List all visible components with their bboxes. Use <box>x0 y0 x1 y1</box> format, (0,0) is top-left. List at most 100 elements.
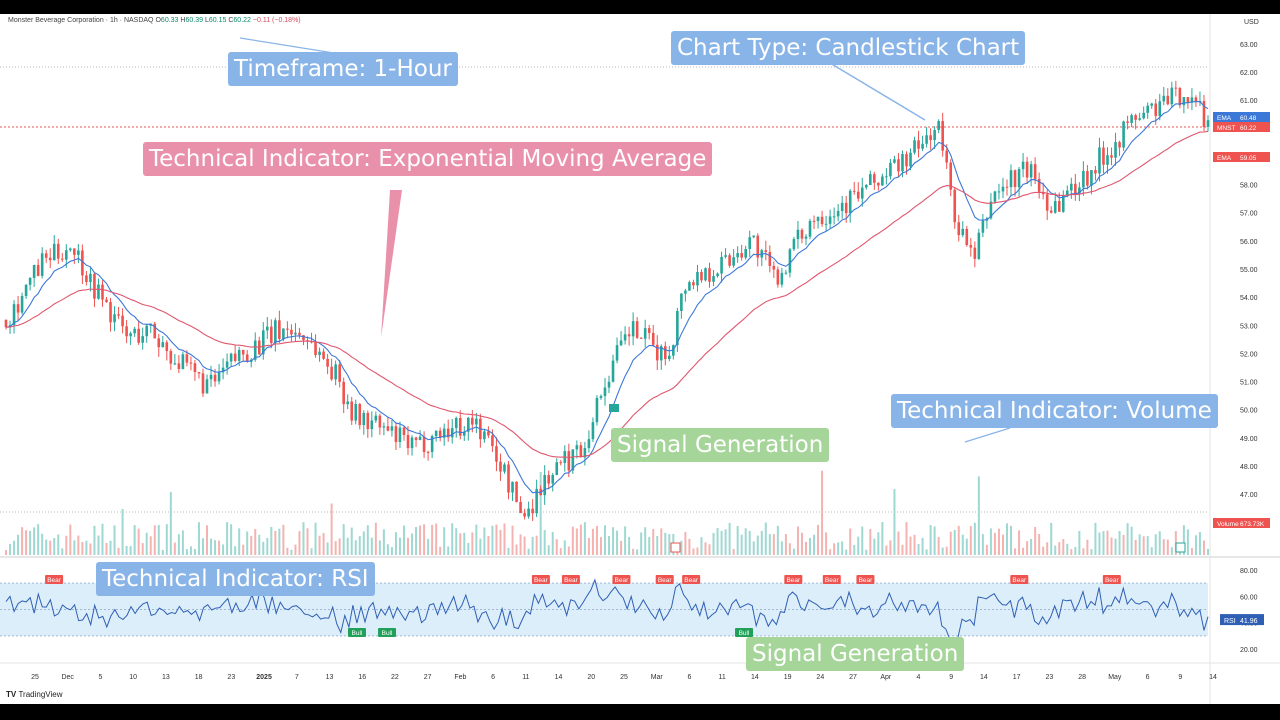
price-tick-label: 51.00 <box>1240 380 1258 387</box>
candle-body <box>961 228 965 236</box>
volume-bar <box>439 546 442 555</box>
candle-body <box>398 427 402 443</box>
candle-body <box>225 361 229 368</box>
volume-bar <box>1134 539 1137 555</box>
volume-bar <box>29 530 32 555</box>
candle-body <box>527 508 530 517</box>
candle-body <box>651 332 655 345</box>
volume-bar <box>608 536 611 555</box>
candle-body <box>989 201 993 219</box>
candle-body <box>426 451 430 453</box>
candle-body <box>1090 170 1093 186</box>
candle-body <box>278 320 281 339</box>
rsi-signal-badge <box>655 575 674 584</box>
candle-body <box>1186 97 1190 103</box>
candle-body <box>1074 183 1077 194</box>
volume-bar <box>921 537 924 555</box>
candle-body <box>56 243 60 259</box>
volume-bar <box>833 543 836 555</box>
volume-bar <box>953 529 956 555</box>
rsi-signal-text: Bear <box>47 577 62 584</box>
candle-body <box>350 401 354 421</box>
candle-body <box>869 174 872 186</box>
volume-bar <box>712 532 715 555</box>
candle-body <box>800 229 804 239</box>
volume-bar <box>129 546 132 555</box>
volume-bar <box>756 535 759 555</box>
volume-bar <box>483 527 486 555</box>
ema-fast-tag-label: EMA <box>1217 115 1232 122</box>
candlestick-chart[interactable]: 46.0047.0048.0049.0050.0051.0052.0053.00… <box>0 14 1280 704</box>
price-tick-label: 53.00 <box>1240 323 1258 330</box>
volume-bar <box>531 536 534 555</box>
candle-body <box>205 379 209 394</box>
candle-body <box>1029 164 1033 178</box>
volume-bar <box>829 549 832 555</box>
candle-body <box>977 232 981 259</box>
candle-body <box>647 328 651 333</box>
volume-bar <box>121 509 124 555</box>
candle-body <box>808 220 812 237</box>
candle-body <box>933 129 936 141</box>
volume-bar <box>290 549 293 555</box>
candle-body <box>1146 105 1149 113</box>
volume-bar <box>1194 535 1197 555</box>
candle-body <box>824 223 828 225</box>
candle-body <box>1126 121 1129 123</box>
volume-bar <box>551 531 554 555</box>
volume-bar <box>583 522 586 555</box>
volume-bar <box>447 546 450 555</box>
volume-bar <box>599 537 602 555</box>
volume-bar <box>792 548 795 555</box>
volume-bar <box>1110 537 1113 555</box>
volume-bar <box>326 542 329 555</box>
volume-bar <box>334 541 337 555</box>
volume-bar <box>889 540 892 555</box>
candle-body <box>832 216 836 218</box>
callout-rsi: Technical Indicator: RSI <box>96 562 375 596</box>
volume-bar <box>688 538 691 555</box>
candle-body <box>1094 170 1097 174</box>
candle-body <box>535 488 538 514</box>
volume-bar <box>732 548 735 555</box>
candle-body <box>704 268 707 281</box>
candle-body <box>852 190 856 192</box>
ema-fast-tag-value: 60.48 <box>1240 115 1257 122</box>
candle-body <box>736 253 739 258</box>
candle-body <box>708 268 711 282</box>
candle-body <box>1134 115 1137 120</box>
volume-bar <box>981 534 984 555</box>
volume-bar <box>101 523 104 555</box>
candle-body <box>591 422 595 440</box>
candle-body <box>965 228 969 246</box>
volume-bar <box>523 536 526 555</box>
volume-bar <box>77 535 80 555</box>
candle-body <box>768 251 772 267</box>
volume-bar <box>664 532 667 555</box>
rsi-signal-bull: Bull <box>378 628 397 637</box>
candle-body <box>945 150 948 163</box>
candle-body <box>816 216 820 222</box>
volume-bar <box>1166 539 1169 555</box>
volume-bar <box>141 543 144 555</box>
earnings-marker-icon <box>1175 542 1186 553</box>
candle-body <box>611 360 615 382</box>
price-tick-label: 47.00 <box>1240 492 1258 499</box>
candle-body <box>20 296 24 313</box>
volume-bar <box>708 544 711 555</box>
volume-bar <box>1142 536 1145 555</box>
candle-body <box>1102 147 1105 165</box>
candle-body <box>776 269 780 285</box>
candle-body <box>881 176 884 186</box>
ema-slow-tag-value: 59.05 <box>1240 155 1257 162</box>
price-tick-label: 54.00 <box>1240 295 1258 302</box>
candle-body <box>4 319 8 328</box>
volume-bar <box>941 547 944 555</box>
candle-body <box>551 474 555 484</box>
volume-bar <box>716 528 719 555</box>
volume-bar <box>173 542 176 555</box>
candle-body <box>812 220 816 222</box>
volume-bar <box>49 540 52 555</box>
candle-body <box>1082 171 1085 188</box>
tradingview-brand[interactable]: TV TradingView <box>6 690 63 699</box>
